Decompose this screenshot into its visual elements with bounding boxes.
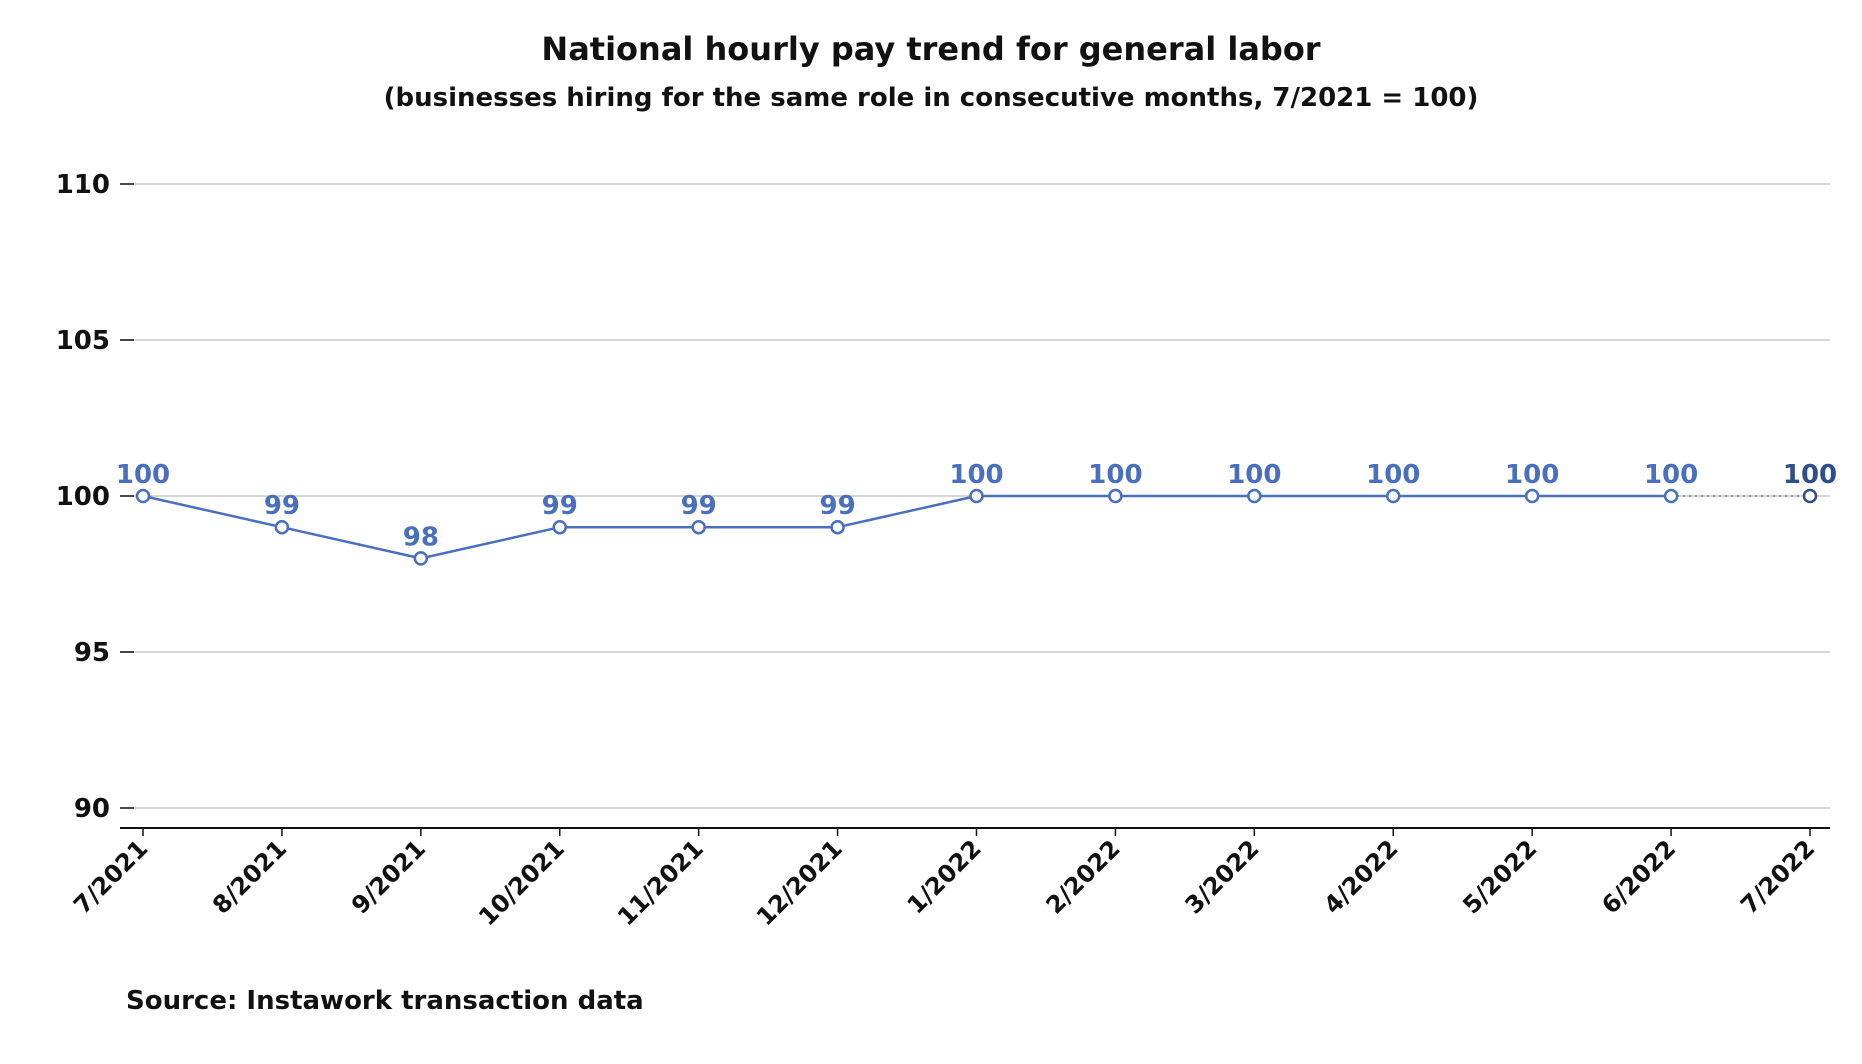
x-tick-label: 4/2022 (1318, 834, 1403, 919)
data-point (135, 488, 151, 504)
data-label: 100 (1088, 460, 1142, 490)
x-tick-label: 2/2022 (1041, 834, 1126, 919)
data-label: 100 (949, 460, 1003, 490)
data-label: 100 (1227, 460, 1281, 490)
y-tick-label: 90 (74, 794, 110, 824)
x-tick-label: 9/2021 (346, 834, 431, 919)
data-points (135, 488, 1818, 566)
x-tick-label: 12/2021 (751, 834, 848, 931)
data-label: 100 (116, 460, 170, 490)
y-tick-label: 110 (56, 170, 110, 200)
x-tick-label: 3/2022 (1180, 834, 1265, 919)
data-point (1247, 488, 1262, 504)
data-point (413, 551, 429, 566)
data-label: 98 (403, 522, 439, 552)
data-point (1386, 488, 1401, 504)
data-label: 100 (1366, 460, 1420, 490)
x-tick-label: 6/2022 (1596, 834, 1681, 919)
data-point (691, 519, 706, 535)
series-line-solid (142, 494, 1672, 560)
data-point (274, 519, 290, 535)
data-point (552, 519, 567, 535)
data-label: 99 (681, 491, 717, 521)
x-tick-label: 11/2021 (612, 834, 709, 931)
data-label: 99 (264, 491, 300, 521)
series-line (142, 494, 1810, 560)
x-tick-label: 7/2021 (68, 834, 153, 919)
data-point (1108, 488, 1123, 504)
data-point (1663, 488, 1679, 504)
data-label: 100 (1644, 460, 1698, 490)
x-tick-label: 5/2022 (1457, 834, 1542, 919)
chart-subtitle: (businesses hiring for the same role in … (384, 83, 1479, 113)
data-label: 100 (1783, 460, 1837, 490)
data-point (1524, 488, 1540, 504)
y-tick-label: 95 (74, 638, 110, 668)
data-point (969, 488, 984, 504)
source-note: Source: Instawork transaction data (126, 986, 644, 1016)
x-tick-label: 1/2022 (902, 834, 987, 919)
data-label: 99 (542, 491, 578, 521)
y-tick-label: 105 (56, 326, 110, 356)
y-axis: 90 95 100 105 110 (56, 170, 134, 824)
x-tick-label: 7/2022 (1735, 834, 1820, 919)
data-point (1802, 488, 1818, 504)
x-tick-label: 10/2021 (473, 834, 570, 931)
chart-title: National hourly pay trend for general la… (541, 30, 1320, 68)
data-labels: 100 99 98 99 99 99 100 100 100 100 100 100 100 (116, 460, 1837, 552)
data-label: 99 (819, 491, 855, 521)
data-label: 100 (1505, 460, 1559, 490)
y-tick-label: 100 (56, 482, 110, 512)
x-axis: 7/2021 8/2021 9/2021 10/2021 11/2021 12/2021 1… (68, 827, 1830, 931)
x-tick-label: 8/2021 (207, 834, 292, 919)
data-point (830, 519, 845, 535)
